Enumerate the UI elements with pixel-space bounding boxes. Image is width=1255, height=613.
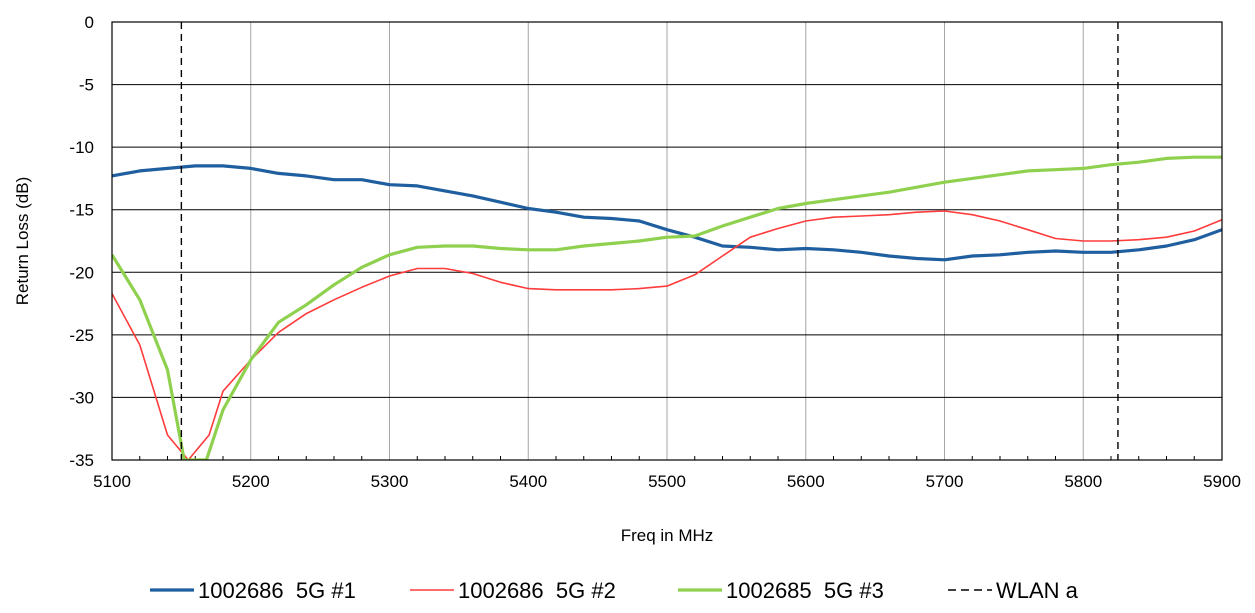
y-tick-label: -25 xyxy=(69,326,94,345)
series-line-1 xyxy=(112,164,1222,262)
legend-label: 1002685 5G #3 xyxy=(726,578,884,603)
x-tick-label: 5400 xyxy=(509,472,547,491)
x-tick-label: 5100 xyxy=(93,472,131,491)
x-tick-label: 5800 xyxy=(1064,472,1102,491)
legend-item-1: 1002686 5G #1 xyxy=(150,578,356,603)
x-tick-label: 5300 xyxy=(371,472,409,491)
y-axis-label: Return Loss (dB) xyxy=(13,177,32,306)
x-tick-label: 5500 xyxy=(648,472,686,491)
y-tick-label: -20 xyxy=(69,263,94,282)
legend-label: 1002686 5G #2 xyxy=(458,578,616,603)
legend-item-2: 1002686 5G #2 xyxy=(410,578,616,603)
y-tick-label: -15 xyxy=(69,201,94,220)
legend: 1002686 5G #1 1002686 5G #2 1002685 5G #3 W… xyxy=(150,578,1079,603)
legend-item-3: 1002685 5G #3 xyxy=(678,578,884,603)
legend-label: WLAN a xyxy=(996,578,1079,603)
x-tick-label: 5900 xyxy=(1203,472,1241,491)
y-tick-label: 0 xyxy=(85,13,94,32)
legend-item-4: WLAN a xyxy=(948,578,1079,603)
series-layer xyxy=(112,22,1222,460)
tick-labels: 5100 5200 5300 5400 5500 5600 5700 5800 5900 0 -5 -… xyxy=(69,13,1240,491)
y-tick-label: -35 xyxy=(69,451,94,470)
plot-frame xyxy=(111,21,1223,461)
y-tick-label: -5 xyxy=(79,76,94,95)
x-tick-label: 5600 xyxy=(787,472,825,491)
x-tick-label: 5200 xyxy=(232,472,270,491)
grid-layer xyxy=(112,22,1222,460)
series-line-2 xyxy=(112,210,1222,460)
x-axis-label: Freq in MHz xyxy=(621,526,714,545)
series-line-3 xyxy=(112,155,1222,460)
legend-label: 1002686 5G #1 xyxy=(198,578,356,603)
y-tick-label: -10 xyxy=(69,138,94,157)
y-tick-label: -30 xyxy=(69,388,94,407)
x-tick-label: 5700 xyxy=(926,472,964,491)
